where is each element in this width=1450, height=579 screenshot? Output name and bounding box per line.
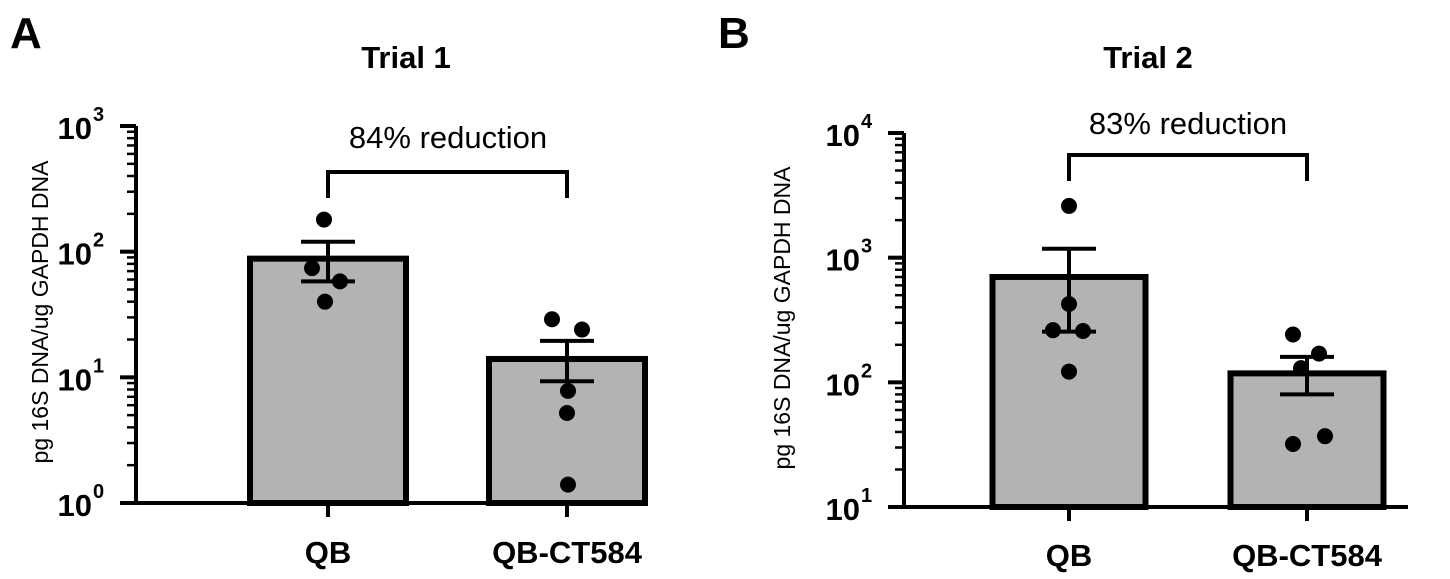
data-point xyxy=(1317,428,1333,445)
data-point xyxy=(1285,326,1301,343)
data-point xyxy=(1293,360,1309,377)
data-point xyxy=(559,405,575,422)
panel-a-points xyxy=(304,211,590,493)
y-tick-label: 10 xyxy=(826,367,860,402)
panel-a-title: Trial 1 xyxy=(361,40,451,75)
panel-b-points xyxy=(1045,197,1333,453)
y-tick-label: 10 xyxy=(826,118,860,153)
data-point xyxy=(304,260,320,277)
y-tick-exponent: 2 xyxy=(93,230,104,252)
data-point xyxy=(1311,345,1327,362)
panel-b: B Trial 2 pg 16S DNA/ug GAPDH DNA QB QB-… xyxy=(718,9,1408,573)
data-point xyxy=(1061,197,1077,214)
panel-a: A Trial 1 pg 16S DNA/ug GAPDH DNA QB QB-… xyxy=(10,9,648,570)
bracket-line xyxy=(326,170,569,198)
panel-b-bars xyxy=(989,273,1387,510)
panel-b-category-label-qb-ct584: QB-CT584 xyxy=(1232,538,1383,573)
data-point xyxy=(1285,436,1301,453)
y-tick-exponent: 3 xyxy=(861,236,872,258)
panel-a-category-label-qb-ct584: QB-CT584 xyxy=(492,535,643,570)
data-point xyxy=(574,321,590,338)
y-tick-label: 10 xyxy=(58,111,92,146)
data-point xyxy=(317,293,333,310)
data-point xyxy=(1045,322,1061,339)
data-point xyxy=(316,211,332,228)
panel-a-letter: A xyxy=(10,9,42,58)
panel-a-y-axis-label: pg 16S DNA/ug GAPDH DNA xyxy=(27,160,53,464)
panel-b-letter: B xyxy=(718,9,750,58)
data-point xyxy=(560,476,576,493)
bracket-line xyxy=(1067,153,1309,181)
y-tick-label: 10 xyxy=(58,362,92,397)
y-tick-exponent: 1 xyxy=(93,355,104,377)
panel-b-category-label-qb: QB xyxy=(1046,538,1093,573)
panel-b-axes xyxy=(902,133,1408,521)
data-point xyxy=(560,382,576,399)
data-point xyxy=(1075,323,1091,340)
y-tick-label: 10 xyxy=(826,492,860,527)
y-tick-exponent: 2 xyxy=(861,360,872,382)
panel-b-annotation: 83% reduction xyxy=(1089,106,1287,141)
y-tick-label: 10 xyxy=(826,243,860,278)
panel-a-axes xyxy=(134,126,630,517)
y-tick-exponent: 4 xyxy=(861,111,873,133)
panel-a-annotation: 84% reduction xyxy=(349,120,547,155)
panel-a-category-label-qb: QB xyxy=(305,535,352,570)
data-point xyxy=(332,273,348,290)
panel-a-bracket xyxy=(326,170,569,198)
y-tick-exponent: 3 xyxy=(93,104,104,126)
y-tick-label: 10 xyxy=(58,488,92,523)
data-point xyxy=(544,311,560,328)
panel-b-bracket xyxy=(1067,153,1309,181)
panel-b-y-axis-label: pg 16S DNA/ug GAPDH DNA xyxy=(769,166,795,470)
data-point xyxy=(1061,295,1077,312)
y-tick-label: 10 xyxy=(58,237,92,272)
panel-b-title: Trial 2 xyxy=(1103,40,1193,75)
data-point xyxy=(1061,363,1077,380)
y-tick-exponent: 1 xyxy=(861,485,872,507)
y-tick-exponent: 0 xyxy=(93,481,104,503)
